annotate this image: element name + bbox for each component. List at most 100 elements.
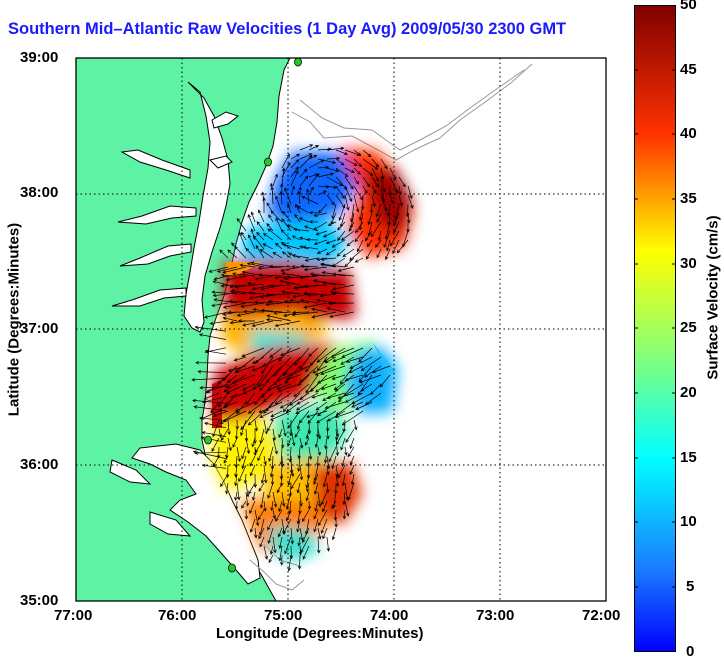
velocity-arrow xyxy=(345,428,355,443)
velocity-arrow xyxy=(278,545,283,562)
velocity-arrow xyxy=(325,419,330,432)
velocity-arrow xyxy=(337,392,355,399)
velocity-arrow xyxy=(278,347,292,362)
velocity-arrow xyxy=(347,482,355,501)
velocity-arrow xyxy=(278,536,283,549)
velocity-arrow xyxy=(203,311,229,319)
velocity-arrow xyxy=(208,266,229,273)
velocity-arrow xyxy=(366,239,373,248)
velocity-arrow xyxy=(344,500,350,517)
velocity-arrow xyxy=(308,186,314,196)
velocity-arrow xyxy=(364,365,382,378)
velocity-arrow xyxy=(234,500,239,510)
velocity-arrow xyxy=(320,262,346,268)
velocity-arrow xyxy=(297,554,302,570)
velocity-arrow xyxy=(263,464,268,484)
velocity-arrow xyxy=(313,482,319,495)
velocity-arrow xyxy=(335,185,345,200)
velocity-arrow xyxy=(344,167,355,173)
chesapeake-bay xyxy=(111,81,240,333)
velocity-arrow xyxy=(320,257,337,262)
velocity-arrow xyxy=(389,230,400,247)
velocity-arrow xyxy=(307,293,328,297)
velocity-arrow xyxy=(348,365,364,374)
velocity-arrow xyxy=(316,419,320,438)
velocity-arrow xyxy=(326,536,331,552)
velocity-arrow xyxy=(296,419,301,430)
velocity-arrow xyxy=(299,275,319,280)
velocity-arrow xyxy=(308,159,325,169)
velocity-arrow xyxy=(407,194,414,209)
velocity-arrow xyxy=(213,275,229,281)
velocity-arrow xyxy=(344,176,354,190)
velocity-arrow xyxy=(322,527,328,540)
velocity-arrow xyxy=(287,473,292,486)
velocity-arrow xyxy=(318,509,328,527)
velocity-arrow xyxy=(362,185,368,194)
velocity-arrow xyxy=(283,275,310,280)
velocity-arrow xyxy=(197,369,227,374)
velocity-arrow xyxy=(234,284,256,289)
colorbar-tick-label: 20 xyxy=(680,384,697,401)
velocity-arrow xyxy=(260,473,265,484)
velocity-arrow xyxy=(294,213,301,223)
velocity-arrow xyxy=(341,455,346,467)
velocity-arrow xyxy=(229,392,247,399)
velocity-arrow xyxy=(223,455,229,464)
velocity-arrow xyxy=(258,209,265,223)
velocity-arrow xyxy=(344,194,350,211)
velocity-arrow xyxy=(256,231,265,241)
velocity-arrow xyxy=(289,455,294,474)
velocity-arrow xyxy=(236,311,256,317)
velocity-arrow xyxy=(317,147,332,151)
velocity-arrow xyxy=(315,401,328,411)
velocity-arrow xyxy=(344,185,353,202)
velocity-arrow xyxy=(247,234,256,250)
velocity-arrow xyxy=(229,284,247,289)
velocity-arrow xyxy=(276,374,292,382)
velocity-arrow xyxy=(302,527,310,544)
velocity-arrow xyxy=(305,356,319,373)
velocity-arrow xyxy=(290,527,295,545)
velocity-arrow xyxy=(389,167,397,181)
velocity-arrow xyxy=(331,500,337,510)
velocity-arrow xyxy=(322,230,337,238)
velocity-arrow xyxy=(257,266,283,271)
velocity-arrow xyxy=(332,356,346,363)
velocity-arrow xyxy=(321,281,346,286)
velocity-arrow xyxy=(254,300,274,305)
velocity-arrow xyxy=(317,374,337,384)
velocity-arrow xyxy=(252,374,265,391)
velocity-arrow xyxy=(305,473,310,489)
velocity-arrow xyxy=(222,302,247,309)
velocity-arrow xyxy=(325,239,337,245)
velocity-arrow xyxy=(219,249,229,259)
velocity-arrow xyxy=(272,173,278,187)
velocity-arrow xyxy=(267,419,274,432)
velocity-arrow xyxy=(303,225,319,232)
velocity-arrow xyxy=(314,437,319,448)
velocity-arrow xyxy=(306,410,328,418)
velocity-arrow xyxy=(370,383,382,395)
colorbar xyxy=(634,5,676,652)
velocity-arrow xyxy=(392,239,400,255)
velocity-arrow xyxy=(191,377,227,382)
velocity-arrow xyxy=(259,374,274,392)
velocity-arrow xyxy=(265,318,283,322)
velocity-arrow xyxy=(269,264,292,269)
velocity-arrow xyxy=(276,383,292,390)
velocity-arrow xyxy=(238,319,256,323)
velocity-arrow xyxy=(279,401,292,409)
velocity-arrow xyxy=(265,302,283,307)
velocity-arrow xyxy=(331,374,346,380)
velocity-arrow xyxy=(298,545,303,556)
velocity-arrow xyxy=(349,455,355,466)
velocity-arrow xyxy=(297,455,301,472)
velocity-arrow xyxy=(380,167,385,180)
velocity-arrow xyxy=(311,273,337,278)
colorbar-tick-label: 30 xyxy=(680,255,697,272)
velocity-arrow xyxy=(340,230,355,241)
velocity-arrow xyxy=(302,245,319,250)
velocity-arrow xyxy=(353,158,363,168)
